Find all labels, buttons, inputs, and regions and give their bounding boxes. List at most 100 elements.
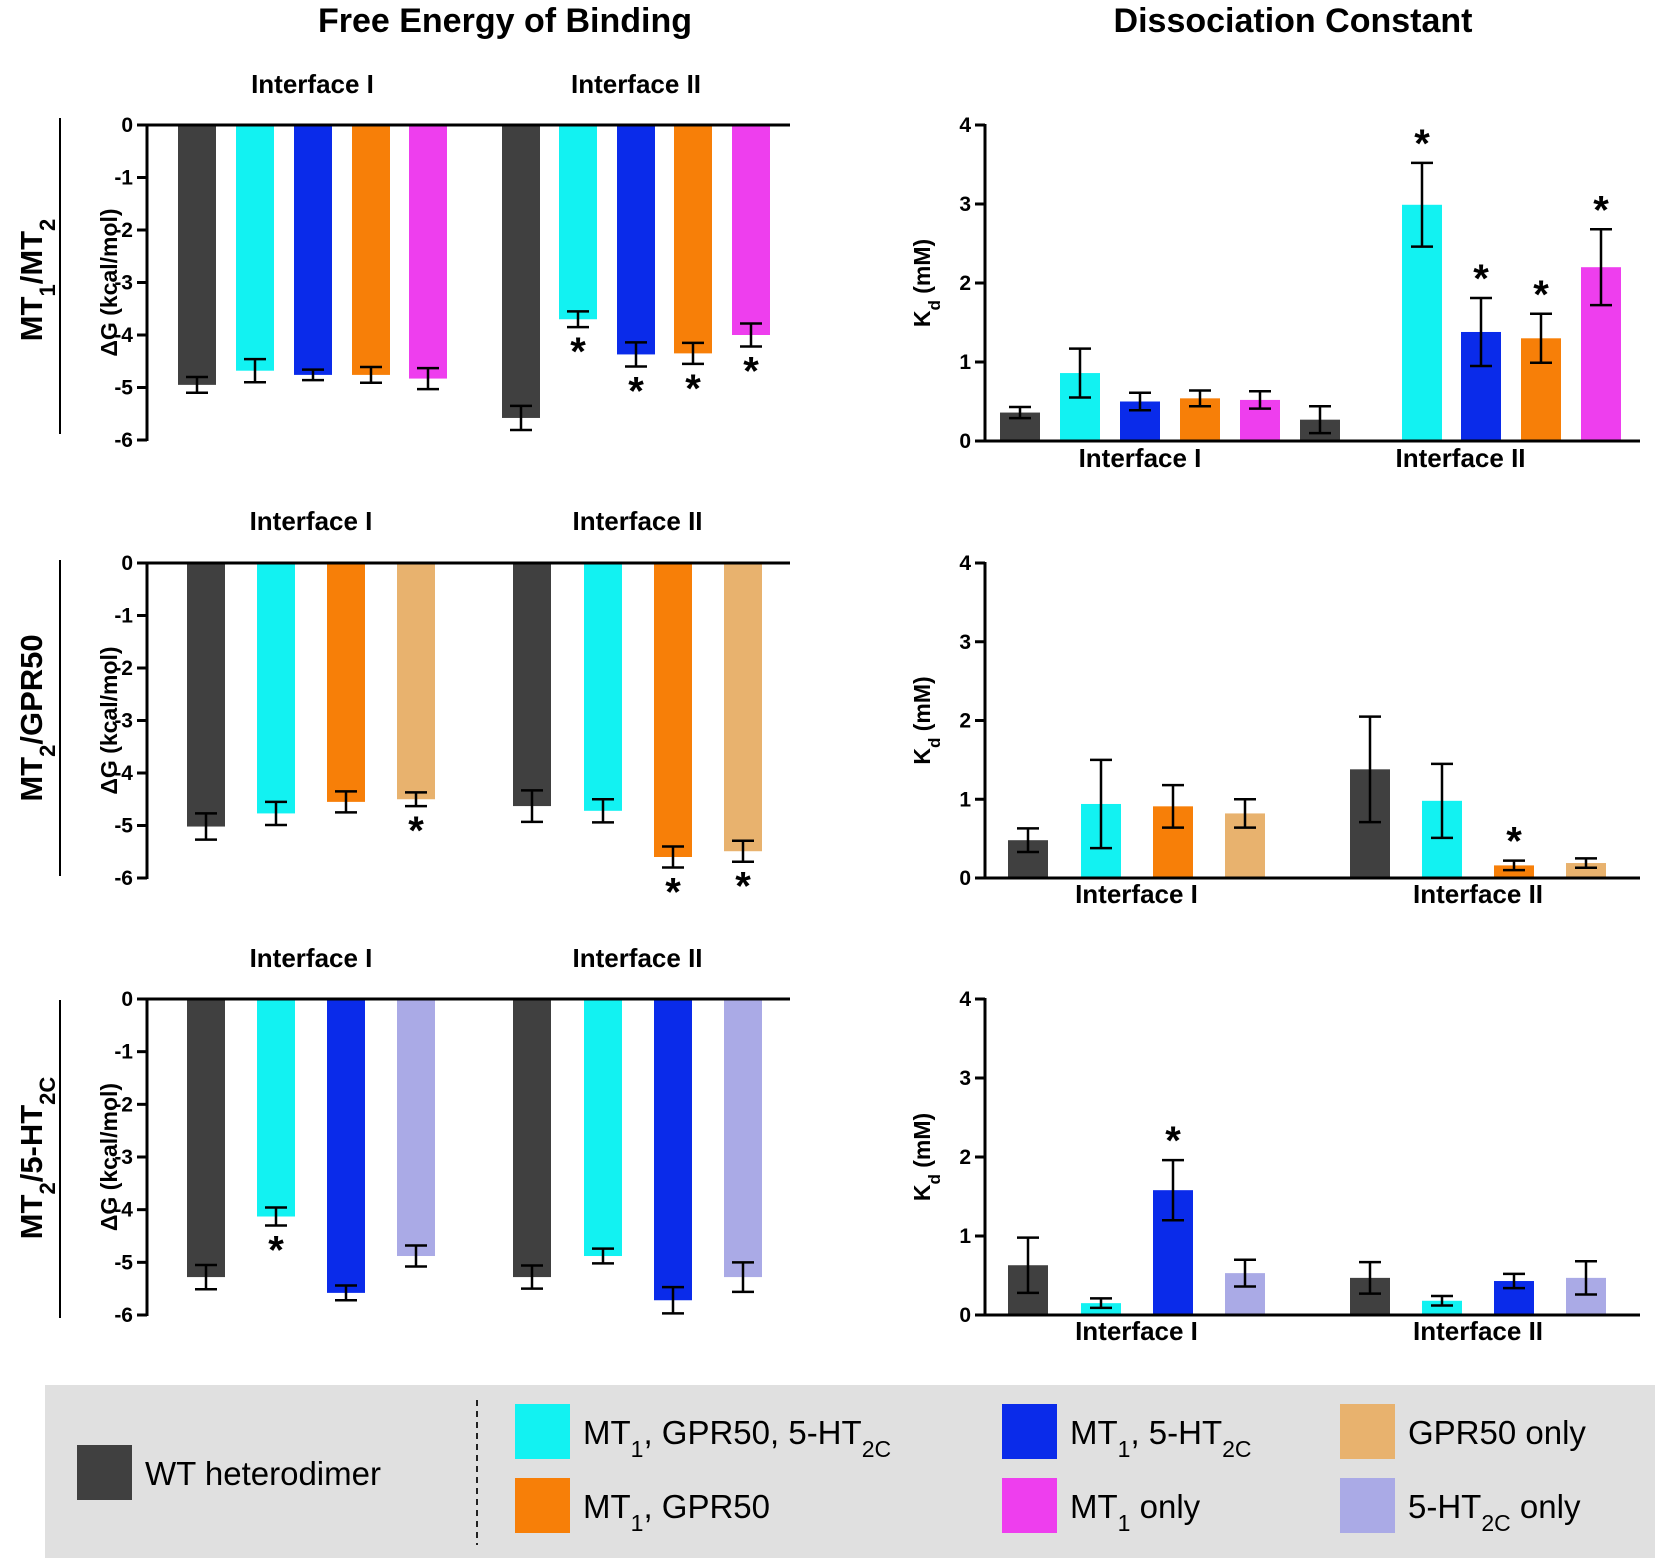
bar (178, 125, 216, 385)
bar (502, 125, 540, 418)
significance-star: * (1533, 273, 1549, 317)
row-label-group: MT2/5-HT2C (14, 1077, 60, 1240)
y-axis-label: ΔG (kcal/mol) (96, 1083, 122, 1231)
y-axis-label: ΔG (kcal/mol) (96, 208, 122, 356)
bar (654, 999, 692, 1301)
chart-dg_mt2_5ht2c: 0 -1 -2 -3 -4 -5 -6 ΔG (kcal/mol) * Interface I In… (96, 943, 790, 1327)
bar (294, 125, 332, 375)
y-axis-label-group: Kd (mM) (909, 239, 944, 327)
y-tick-label: -5 (114, 377, 133, 400)
legend-swatch (1002, 1478, 1057, 1533)
significance-star: * (685, 367, 701, 411)
significance-star: * (1593, 188, 1609, 232)
chart-dg_mt1_mt2: 0 -1 -2 -3 -4 -5 -6 ΔG (kcal/mol) Interface I * * *… (96, 69, 790, 452)
bar (513, 999, 551, 1278)
y-axis-label: Kd (mM) (909, 676, 944, 764)
text-part: MT (583, 1488, 631, 1525)
y-tick-label: -5 (114, 815, 133, 838)
y-axis-label: ΔG (kcal/mol) (96, 646, 122, 794)
bar (187, 563, 225, 827)
legend-label: MT1, GPR50, 5-HT2C (583, 1414, 891, 1462)
significance-star: * (570, 330, 586, 374)
interface-label: Interface II (571, 69, 701, 99)
bar (724, 999, 762, 1278)
y-tick-label: -1 (114, 167, 133, 190)
y-tick-label: -6 (114, 1304, 133, 1327)
y-tick-label: -1 (114, 605, 133, 628)
subscript: 2C (1481, 1510, 1510, 1536)
bar (1494, 865, 1534, 878)
bar (327, 563, 365, 802)
y-tick-label: -2 (114, 657, 133, 680)
subscript: 2C (1222, 1436, 1251, 1462)
y-tick-label: 3 (959, 1067, 971, 1090)
interface-label: Interface II (1395, 443, 1525, 473)
significance-star: * (1414, 122, 1430, 166)
y-axis-label: Kd (mM) (909, 239, 944, 327)
bar (187, 999, 225, 1278)
y-axis-label-group: ΔG (kcal/mol) (96, 1083, 122, 1231)
text-part: only (1130, 1488, 1200, 1525)
subscript: 1 (631, 1510, 644, 1536)
bar (513, 563, 551, 807)
y-tick-label: 4 (959, 988, 971, 1011)
text-part: ΔG (kcal/mol) (96, 1083, 122, 1231)
y-tick-label: -6 (114, 429, 133, 452)
bar (724, 563, 762, 852)
bar (732, 125, 770, 335)
text-part: (mM) (909, 676, 935, 737)
significance-star: * (743, 350, 759, 394)
significance-star: * (1473, 257, 1489, 301)
y-tick-label: 0 (121, 552, 133, 575)
text-part: , GPR50 (643, 1488, 770, 1525)
subscript: 1 (1118, 1510, 1131, 1536)
legend-swatch (1002, 1404, 1057, 1459)
significance-star: * (1165, 1119, 1181, 1163)
y-tick-label: 4 (959, 114, 971, 137)
dissociation-title: Dissociation Constant (1114, 2, 1473, 40)
y-tick-label: -4 (114, 762, 133, 785)
bar (327, 999, 365, 1293)
chart-kd_mt2_gpr50: 0 1 2 3 4 Kd (mM) Interface I * Interface II (909, 552, 1640, 909)
y-axis-label-group: ΔG (kcal/mol) (96, 646, 122, 794)
text-part: MT (1070, 1414, 1118, 1451)
bar (409, 125, 447, 379)
y-tick-label: -2 (114, 1093, 133, 1116)
subscript: 2C (862, 1436, 891, 1462)
chart-kd_mt1_mt2: 0 1 2 3 4 Kd (mM) Interface I * * * * Interface II (909, 114, 1640, 473)
y-tick-label: -1 (114, 1041, 133, 1064)
free-energy-title: Free Energy of Binding (318, 2, 692, 40)
text-part: MT (583, 1414, 631, 1451)
subscript: d (925, 300, 944, 310)
interface-label: Interface II (1413, 1316, 1543, 1346)
y-tick-label: 4 (959, 552, 971, 575)
y-tick-label: -6 (114, 867, 133, 890)
legend-label: WT heterodimer (145, 1455, 381, 1492)
y-tick-label: 3 (959, 631, 971, 654)
text-part: 5-HT (1408, 1488, 1481, 1525)
text-part: MT (14, 757, 49, 802)
interface-label: Interface I (1079, 443, 1202, 473)
text-part: K (909, 310, 935, 327)
y-axis-label-group: ΔG (kcal/mol) (96, 208, 122, 356)
subscript: 1 (1118, 1436, 1131, 1462)
interface-label: Interface II (1413, 879, 1543, 909)
legend-label: MT1, 5-HT2C (1070, 1414, 1252, 1462)
subscript: 2C (35, 1077, 60, 1105)
subscript: d (925, 738, 944, 748)
significance-star: * (665, 871, 681, 915)
subscript: 1 (35, 284, 60, 296)
y-tick-label: -2 (114, 219, 133, 242)
bar (257, 563, 295, 814)
bar (584, 999, 622, 1257)
text-part: K (909, 1184, 935, 1201)
text-part: , 5-HT (1130, 1414, 1222, 1451)
significance-star: * (408, 809, 424, 853)
bar (654, 563, 692, 857)
bar (559, 125, 597, 320)
row-label: MT2/GPR50 (14, 634, 60, 801)
subscript: 2 (35, 219, 60, 231)
y-tick-label: 2 (959, 710, 971, 733)
